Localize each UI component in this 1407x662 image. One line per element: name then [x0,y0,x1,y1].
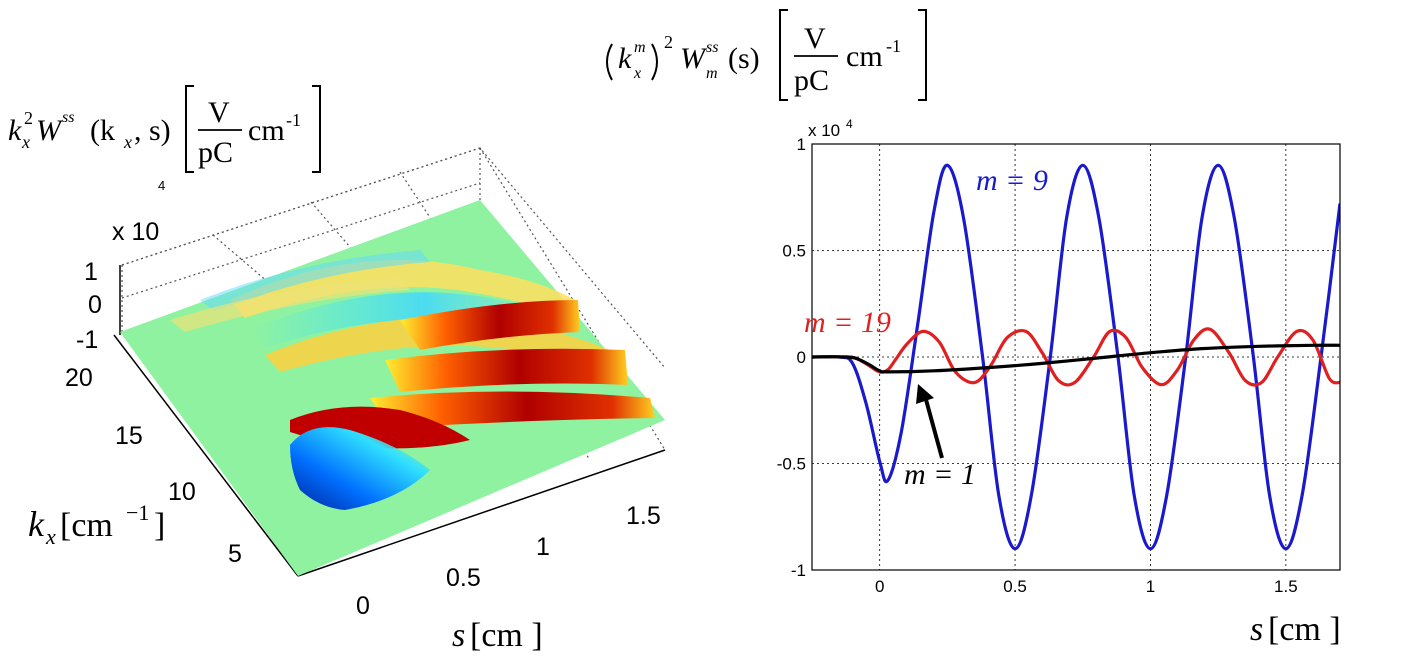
svg-text:[cm: [cm [60,507,113,544]
z-multiplier: x 10 [112,218,159,246]
z-tick-minus1: -1 [76,326,98,354]
kx-tick-10: 10 [168,478,196,506]
surface-plot: 1 0 -1 x 10 4 20 15 10 5 0 0.5 1 1.5 k x… [0,0,700,662]
line-s-axis-label: s [cm ] [1250,611,1341,648]
svg-text:W: W [680,42,708,75]
svg-text:(s): (s) [728,42,760,75]
svg-text:-1: -1 [286,110,301,130]
svg-text:k: k [28,504,45,544]
kx-ticks: 20 15 10 5 [65,364,242,568]
line-plot-svg: 0 0.5 1 1.5-1-0.500.51 x 10 4 m = 9 m = 19 … [777,117,1341,648]
svg-text:-1: -1 [886,36,901,56]
z-ticks: 1 0 -1 [76,258,102,354]
s-tick-1-5: 1.5 [626,502,661,530]
z-multiplier-exp: 4 [158,178,165,193]
svg-text:x: x [21,132,30,152]
x-tick-label: 1 [1146,577,1155,596]
left-title-svg: k x 2 W ss (k x , s) V pC cm -1 [8,85,321,173]
svg-text:pC: pC [198,136,233,169]
series-line-m19 [812,327,1340,387]
surface-s-axis-label: s [cm ] [452,617,543,654]
svg-text:2: 2 [24,108,33,128]
svg-text:m: m [634,39,646,56]
s-ticks: 0 0.5 1 1.5 [356,502,661,620]
z-tick-0: 0 [88,291,102,319]
y-multiplier: x 10 [808,121,840,140]
axes-frame [811,143,1341,571]
svg-text:cm: cm [248,114,285,147]
svg-text:m = 19: m = 19 [804,306,891,339]
svg-text:ss: ss [706,39,718,56]
surface-trough [290,427,430,510]
svg-text:(k: (k [90,114,115,147]
svg-text:x: x [123,132,132,152]
y-tick-label: -0.5 [777,455,806,474]
svg-text:s: s [1250,611,1263,648]
y-tick-label: -1 [791,561,806,580]
s-tick-0: 0 [356,592,370,620]
right-title: k m x 2 W ss m (s) V pC cm -1 [600,6,940,106]
grid [812,143,1340,571]
svg-text:V: V [208,96,230,129]
left-title: k x 2 W ss (k x , s) V pC cm -1 [6,80,336,180]
surface-svg: 1 0 -1 x 10 4 20 15 10 5 0 0.5 1 1.5 k x… [28,147,666,654]
svg-text:s: s [452,617,465,654]
svg-text:W: W [36,114,64,147]
svg-text:pC: pC [794,64,829,97]
y-multiplier-exp: 4 [846,117,853,131]
x-tick-label: 0 [875,577,884,596]
z-tick-1: 1 [84,258,98,286]
svg-text:, s): , s) [134,114,171,147]
svg-text:x: x [45,524,56,549]
annotation-m1: m = 1 [904,384,976,491]
svg-text:m = 1: m = 1 [904,458,976,491]
series-line-m1 [812,343,1340,374]
svg-text:[cm ]: [cm ] [1268,611,1341,648]
x-tick-label: 1.5 [1274,577,1298,596]
series-line-m9 [812,163,1340,551]
kx-tick-20: 20 [65,364,93,392]
svg-text:]: ] [154,507,165,544]
kx-tick-15: 15 [115,422,143,450]
svg-text:cm: cm [846,40,883,73]
svg-text:m = 9: m = 9 [976,164,1048,197]
kx-axis-label: k x [cm −1 ] [28,500,165,549]
x-tick-label: 0.5 [1003,577,1027,596]
label-m9: m = 9 [976,164,1048,197]
svg-text:ss: ss [62,109,74,126]
kx-tick-5: 5 [228,540,242,568]
svg-text:V: V [804,22,826,55]
y-tick-label: 0 [797,348,806,367]
y-tick-label: 0.5 [782,242,806,261]
label-m19: m = 19 [804,306,891,339]
svg-text:k: k [618,42,632,75]
ticks: 0 0.5 1 1.5 -1 -0.5 0 0.5 1 [777,135,1298,596]
svg-text:m: m [706,65,718,82]
svg-text:[cm ]: [cm ] [470,617,543,654]
svg-text:k: k [8,114,22,147]
y-tick-label: 1 [797,135,806,154]
right-title-svg: k m x 2 W ss m (s) V pC cm -1 [606,9,927,101]
svg-text:2: 2 [664,32,673,52]
series [812,163,1340,551]
s-tick-1: 1 [536,533,550,561]
s-tick-0-5: 0.5 [446,564,481,592]
svg-text:x: x [633,65,641,82]
svg-text:−1: −1 [126,500,149,525]
surface-axes [113,265,666,577]
surface-ridges [290,300,655,449]
line-plot: 0 0.5 1 1.5 -1 -0.5 0 0.5 1 x 10 4 m = 9 m = 19 … [700,100,1407,662]
